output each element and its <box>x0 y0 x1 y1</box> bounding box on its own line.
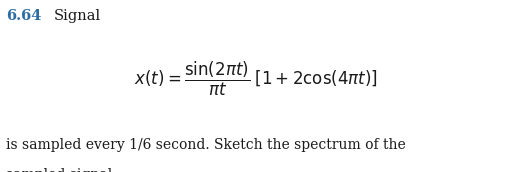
Text: sampled signal.: sampled signal. <box>6 168 117 172</box>
Text: is sampled every 1/6 second. Sketch the spectrum of the: is sampled every 1/6 second. Sketch the … <box>6 138 406 152</box>
Text: Signal: Signal <box>54 9 101 23</box>
Text: 6.64: 6.64 <box>6 9 41 23</box>
Text: $x(t) = \dfrac{\sin(2\pi t)}{\pi t}\;[1 + 2\cos(4\pi t)]$: $x(t) = \dfrac{\sin(2\pi t)}{\pi t}\;[1 … <box>133 60 378 98</box>
